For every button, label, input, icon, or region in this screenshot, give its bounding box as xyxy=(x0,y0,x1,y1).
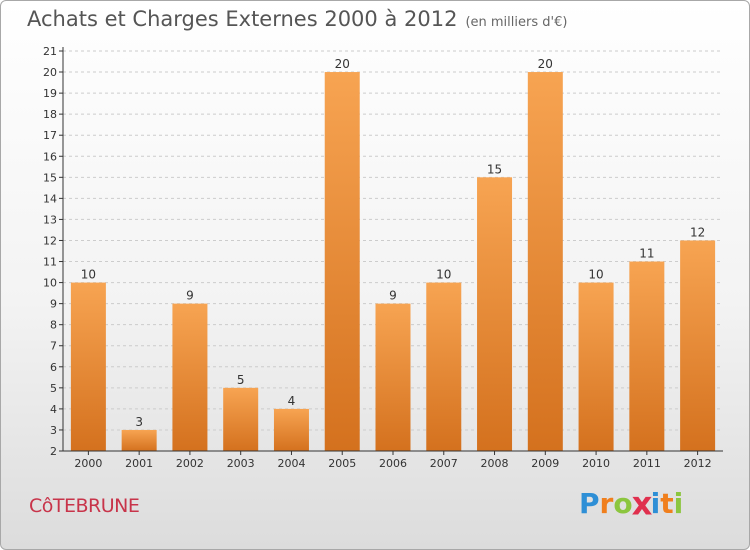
commune-name: CôTEBRUNE xyxy=(29,495,140,517)
x-tick-label: 2000 xyxy=(74,457,102,470)
y-tick-label: 18 xyxy=(43,108,57,121)
y-tick-label: 17 xyxy=(43,129,57,142)
bar-value-label: 10 xyxy=(588,268,603,282)
bar xyxy=(223,387,259,451)
logo-letter: x xyxy=(631,484,653,523)
y-tick-label: 20 xyxy=(43,66,57,79)
y-tick-label: 8 xyxy=(50,319,57,332)
x-tick-label: 2003 xyxy=(227,457,255,470)
y-tick-label: 11 xyxy=(43,256,57,269)
bar xyxy=(375,303,411,451)
logo-letter: P xyxy=(579,487,600,520)
x-tick-label: 2010 xyxy=(582,457,610,470)
proxiti-logo: Proxiti xyxy=(579,484,684,523)
bar-value-label: 9 xyxy=(389,289,397,303)
x-tick-label: 2001 xyxy=(125,457,153,470)
y-tick-label: 9 xyxy=(50,298,57,311)
x-tick-label: 2008 xyxy=(481,457,509,470)
y-tick-label: 10 xyxy=(43,277,57,290)
bar-value-label: 4 xyxy=(288,394,296,408)
y-tick-label: 21 xyxy=(43,45,57,58)
bar-value-label: 11 xyxy=(639,247,654,261)
y-tick-label: 7 xyxy=(50,340,57,353)
bar xyxy=(527,72,563,451)
bar-value-label: 10 xyxy=(436,268,451,282)
y-tick-label: 19 xyxy=(43,87,57,100)
x-tick-label: 2005 xyxy=(328,457,356,470)
bar xyxy=(578,282,614,451)
y-tick-label: 4 xyxy=(50,403,57,416)
bar-value-label: 5 xyxy=(237,373,245,387)
axes xyxy=(59,47,723,455)
chart-subtitle: (en milliers d'€) xyxy=(465,15,568,30)
chart-title: Achats et Charges Externes 2000 à 2012 (e… xyxy=(27,7,567,31)
y-tick-label: 15 xyxy=(43,171,57,184)
y-tick-label: 5 xyxy=(50,382,57,395)
bar-value-label: 20 xyxy=(335,57,350,71)
bar xyxy=(70,282,106,451)
bar xyxy=(273,408,309,451)
bar-value-label: 9 xyxy=(186,289,194,303)
x-tick-label: 2011 xyxy=(633,457,661,470)
bar xyxy=(121,429,157,451)
bar xyxy=(324,72,360,451)
bar xyxy=(680,240,716,451)
y-tick-label: 16 xyxy=(43,150,57,163)
chart-title-text: Achats et Charges Externes 2000 à 2012 xyxy=(27,7,458,31)
bar-value-label: 15 xyxy=(487,162,502,176)
y-tick-label: 13 xyxy=(43,213,57,226)
x-tick-label: 2004 xyxy=(277,457,305,470)
logo-letter: i xyxy=(650,487,661,520)
y-tick-label: 2 xyxy=(50,445,57,458)
logo-letter: t xyxy=(660,487,674,520)
bar xyxy=(629,261,665,451)
bars xyxy=(70,72,716,451)
y-tick-label: 6 xyxy=(50,361,57,374)
bar-value-label: 10 xyxy=(81,268,96,282)
bar-value-label: 20 xyxy=(538,57,553,71)
x-tick-label: 2009 xyxy=(531,457,559,470)
logo-letter: o xyxy=(613,487,633,520)
bar-value-label: 3 xyxy=(135,415,143,429)
labels: 2 3 4 5 6 7 8 9 10 11 12 13 14 15 16 17 18 19 20 21 10 2000 3 2… xyxy=(43,45,712,470)
bar-value-label: 12 xyxy=(690,225,705,239)
y-tick-label: 14 xyxy=(43,192,57,205)
bar xyxy=(172,303,208,451)
x-tick-label: 2012 xyxy=(684,457,712,470)
x-tick-label: 2002 xyxy=(176,457,204,470)
x-tick-label: 2007 xyxy=(430,457,458,470)
x-tick-label: 2006 xyxy=(379,457,407,470)
y-tick-label: 3 xyxy=(50,424,57,437)
bar xyxy=(477,177,513,451)
bar xyxy=(426,282,462,451)
y-tick-label: 12 xyxy=(43,234,57,247)
logo-letter: i xyxy=(673,487,684,520)
logo-letter: r xyxy=(599,487,614,520)
